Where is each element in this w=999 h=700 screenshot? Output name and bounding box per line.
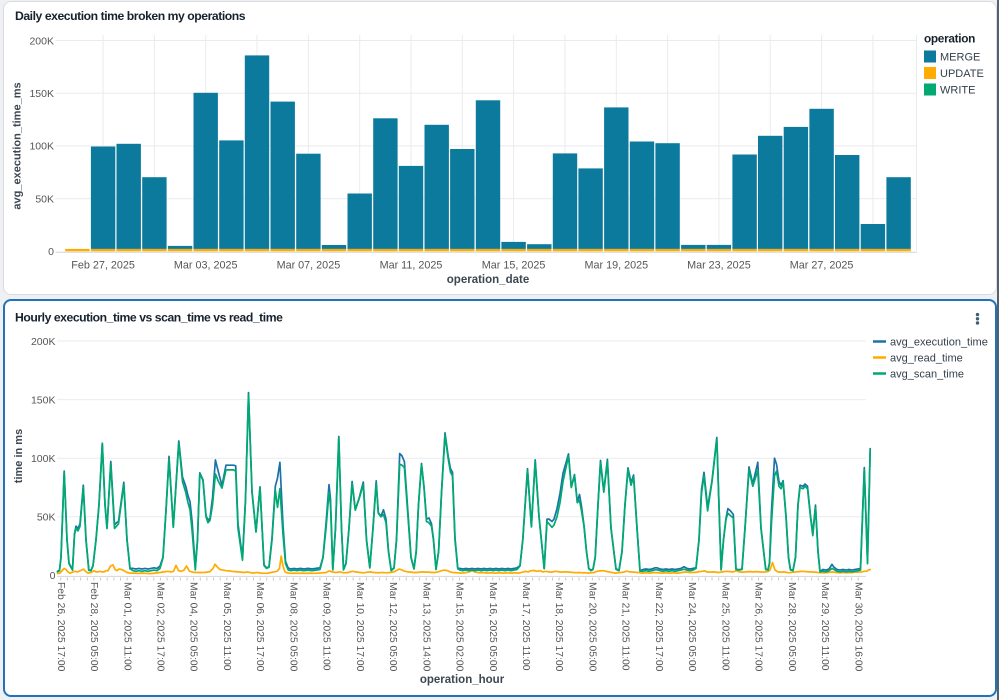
- svg-text:Mar 17, 2025 11:00: Mar 17, 2025 11:00: [520, 582, 531, 671]
- svg-text:Mar 26, 2025 17:00: Mar 26, 2025 17:00: [753, 582, 764, 672]
- svg-text:operation_date: operation_date: [447, 274, 529, 286]
- svg-text:Mar 22, 2025 17:00: Mar 22, 2025 17:00: [653, 582, 664, 672]
- svg-text:Mar 30, 2025 16:00: Mar 30, 2025 16:00: [852, 582, 863, 672]
- svg-text:Feb 27, 2025: Feb 27, 2025: [71, 260, 135, 272]
- svg-text:0: 0: [48, 246, 54, 258]
- svg-text:200K: 200K: [29, 35, 54, 47]
- svg-text:Mar 03, 2025: Mar 03, 2025: [174, 260, 238, 272]
- svg-text:Mar 21, 2025 11:00: Mar 21, 2025 11:00: [620, 582, 631, 671]
- svg-text:100K: 100K: [29, 141, 54, 153]
- svg-text:Mar 16, 2025 05:00: Mar 16, 2025 05:00: [487, 582, 498, 672]
- svg-text:Daily execution time broken my: Daily execution time broken my operation…: [15, 9, 246, 23]
- svg-text:50K: 50K: [37, 512, 56, 524]
- svg-text:Mar 25, 2025 11:00: Mar 25, 2025 11:00: [719, 582, 730, 671]
- svg-text:operation: operation: [924, 32, 975, 46]
- svg-text:Mar 13, 2025 14:00: Mar 13, 2025 14:00: [420, 582, 431, 672]
- svg-text:Mar 10, 2025 17:00: Mar 10, 2025 17:00: [354, 582, 365, 672]
- svg-text:Mar 28, 2025 05:00: Mar 28, 2025 05:00: [786, 582, 797, 672]
- svg-text:200K: 200K: [31, 336, 56, 348]
- svg-text:avg_read_time: avg_read_time: [890, 352, 963, 364]
- svg-text:Mar 04, 2025 05:00: Mar 04, 2025 05:00: [188, 582, 199, 672]
- svg-text:operation_hour: operation_hour: [420, 674, 505, 686]
- svg-text:avg_execution_time: avg_execution_time: [890, 336, 988, 348]
- svg-text:Mar 01, 2025 11:00: Mar 01, 2025 11:00: [121, 582, 132, 671]
- svg-text:150K: 150K: [31, 394, 56, 406]
- svg-text:Mar 09, 2025 11:00: Mar 09, 2025 11:00: [321, 582, 332, 671]
- svg-text:Mar 27, 2025: Mar 27, 2025: [790, 260, 854, 272]
- svg-text:Mar 19, 2025: Mar 19, 2025: [584, 260, 648, 272]
- svg-text:Hourly execution_time vs scan_: Hourly execution_time vs scan_time vs re…: [15, 311, 283, 325]
- svg-text:Mar 29, 2025 11:00: Mar 29, 2025 11:00: [819, 582, 830, 671]
- svg-text:100K: 100K: [31, 453, 56, 465]
- svg-text:Mar 06, 2025 17:00: Mar 06, 2025 17:00: [254, 582, 265, 672]
- svg-text:Mar 15, 2025 02:00: Mar 15, 2025 02:00: [454, 582, 465, 672]
- svg-text:Mar 23, 2025: Mar 23, 2025: [687, 260, 751, 272]
- svg-text:MERGE: MERGE: [940, 52, 980, 64]
- svg-text:150K: 150K: [29, 88, 54, 100]
- svg-text:Mar 24, 2025 05:00: Mar 24, 2025 05:00: [686, 582, 697, 672]
- svg-text:time in ms: time in ms: [13, 429, 25, 483]
- svg-text:Mar 18, 2025 17:00: Mar 18, 2025 17:00: [553, 582, 564, 672]
- svg-text:50K: 50K: [35, 193, 54, 205]
- svg-text:Mar 20, 2025 05:00: Mar 20, 2025 05:00: [587, 582, 598, 672]
- svg-text:Feb 28, 2025 05:00: Feb 28, 2025 05:00: [88, 582, 99, 672]
- svg-text:avg_scan_time: avg_scan_time: [890, 368, 964, 380]
- svg-text:Feb 26, 2025 17:00: Feb 26, 2025 17:00: [55, 582, 66, 672]
- svg-text:Mar 08, 2025 05:00: Mar 08, 2025 05:00: [287, 582, 298, 672]
- svg-text:avg_execution_time_ms: avg_execution_time_ms: [12, 82, 24, 209]
- svg-text:Mar 11, 2025: Mar 11, 2025: [380, 260, 443, 272]
- svg-text:Mar 07, 2025: Mar 07, 2025: [277, 260, 341, 272]
- svg-text:Mar 02, 2025 17:00: Mar 02, 2025 17:00: [155, 582, 166, 672]
- svg-text:Mar 15, 2025: Mar 15, 2025: [482, 260, 546, 272]
- svg-text:Mar 12, 2025 05:00: Mar 12, 2025 05:00: [387, 582, 398, 672]
- svg-text:Mar 05, 2025 11:00: Mar 05, 2025 11:00: [221, 582, 232, 671]
- svg-text:0: 0: [50, 570, 56, 582]
- svg-text:WRITE: WRITE: [940, 85, 975, 97]
- svg-text:UPDATE: UPDATE: [940, 68, 984, 80]
